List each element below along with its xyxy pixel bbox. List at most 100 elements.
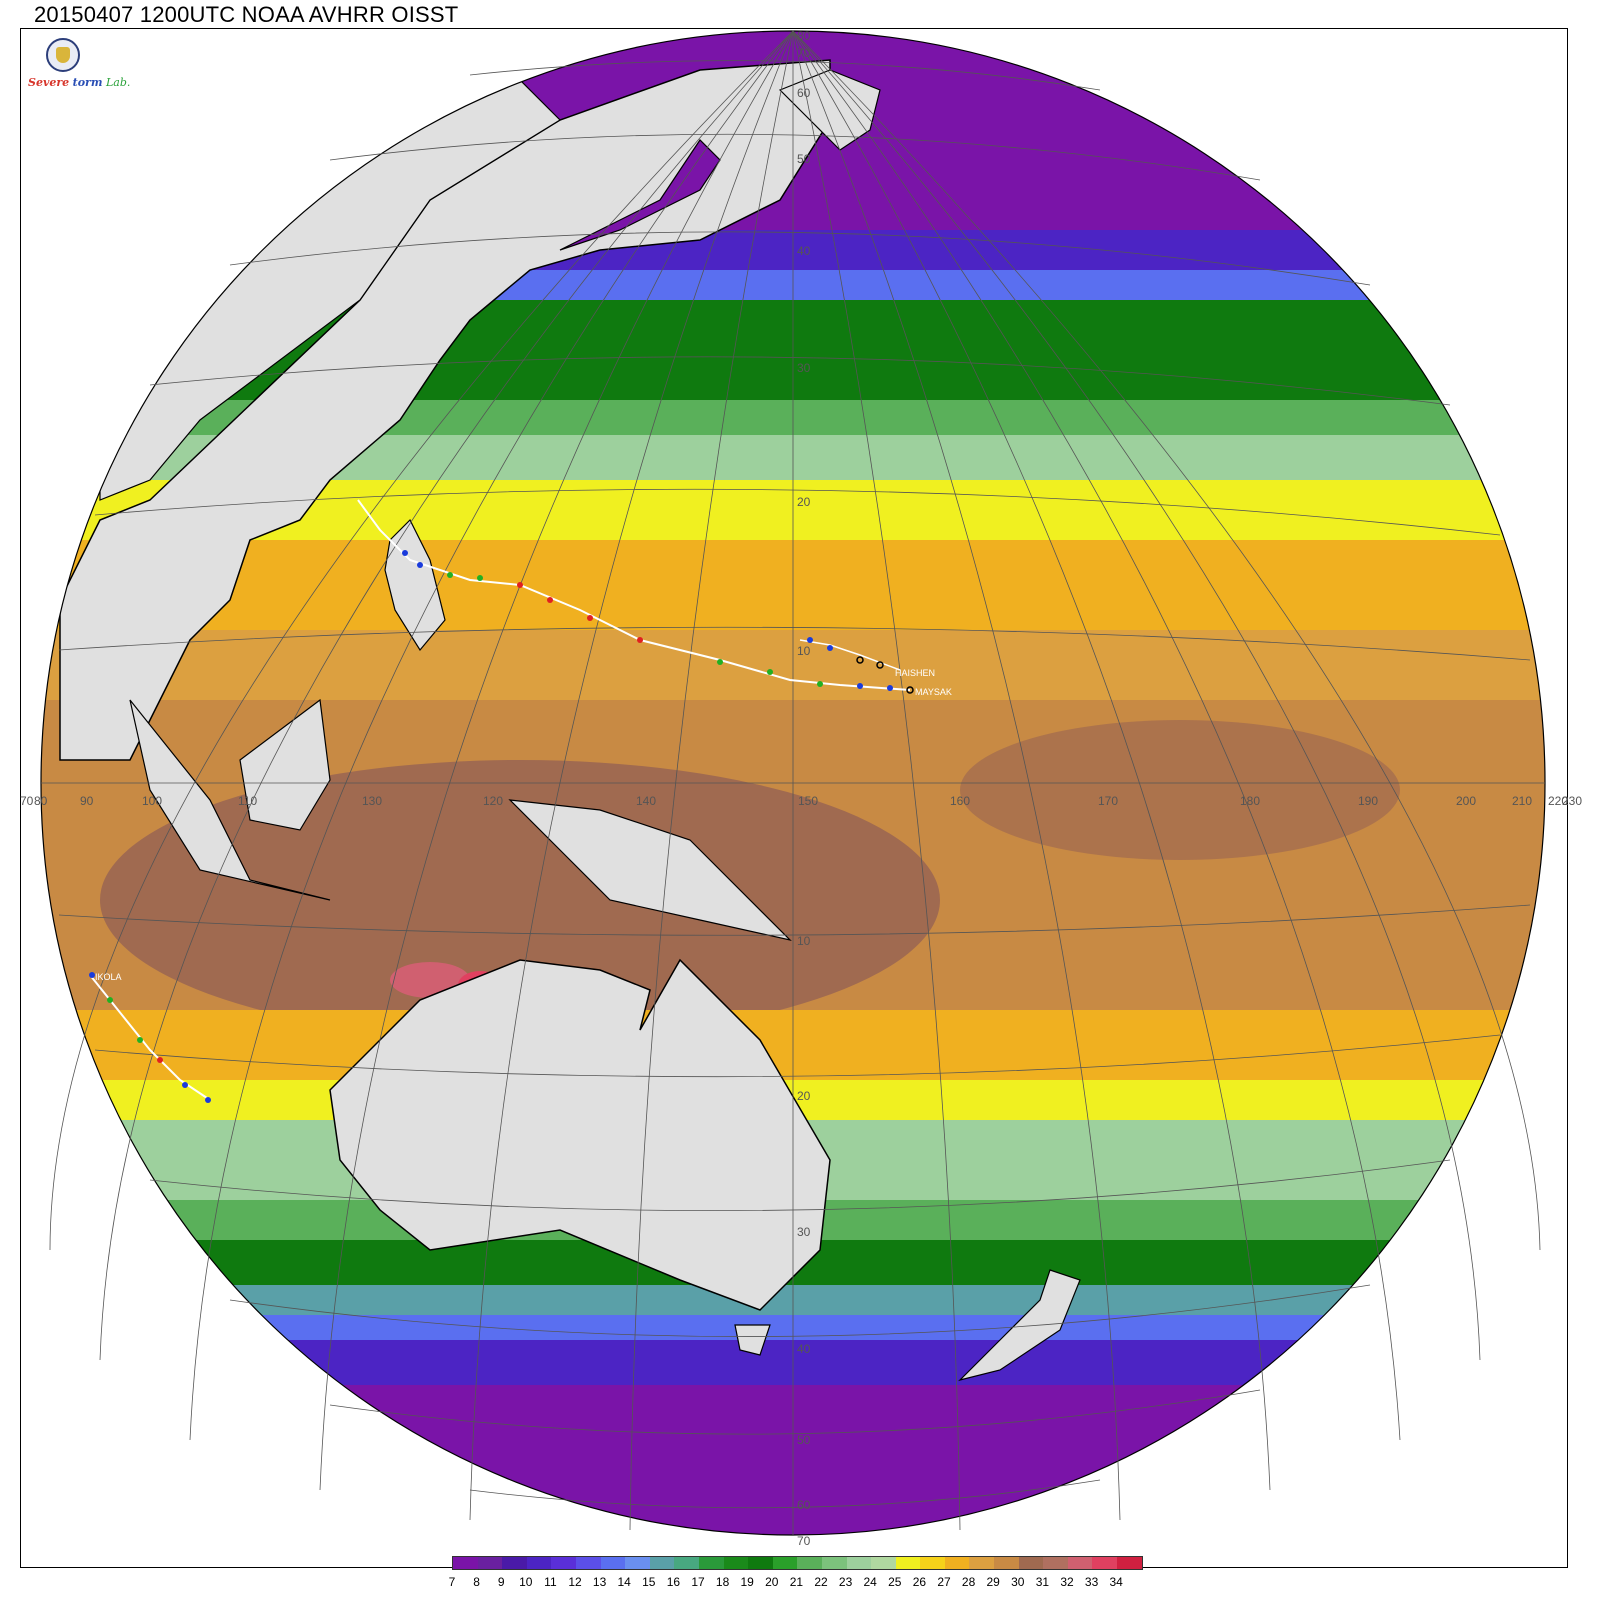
track-point: [807, 637, 813, 643]
parallel-40s: [229, 1284, 1371, 1337]
meridian-label: 230: [1562, 794, 1582, 808]
colorbar-tick-label: 9: [497, 1575, 505, 1589]
meridian-90: [49, 30, 794, 1251]
colorbar-tick-label: 22: [814, 1575, 828, 1589]
track-point: [182, 1082, 188, 1088]
track-point: [767, 669, 773, 675]
meridian-140: [629, 30, 794, 1531]
parallel-20s: [94, 1034, 1501, 1078]
meridian-180: [792, 30, 1271, 1491]
colorbar-swatch: [698, 1557, 724, 1569]
meridian-110: [189, 30, 794, 1441]
meridian-170: [792, 30, 1121, 1521]
track-points-maysak: [402, 550, 914, 694]
colorbar-swatch: [969, 1557, 995, 1569]
colorbar-ticks: 7 8 9 10 11 12 13 14 15 16 17 18 19 20 21 22 23 24 25 26 27 2…: [440, 1575, 1140, 1591]
storm-label-haishen: HAISHEN: [895, 668, 935, 678]
colorbar-swatch: [895, 1557, 921, 1569]
land-new-guinea: [508, 799, 792, 942]
colorbar-tick-label: 24: [863, 1575, 877, 1589]
track-point: [417, 562, 423, 568]
track-point: [856, 656, 864, 664]
meridian-label: 140: [636, 794, 656, 808]
colorbar-swatch: [821, 1557, 847, 1569]
colorbar-tick-label: 7: [448, 1575, 456, 1589]
meridian-100: [99, 30, 794, 1361]
parallel-label: 30: [797, 361, 811, 375]
sst-warm-patch: [960, 720, 1400, 860]
track-point: [887, 685, 893, 691]
track-point: [205, 1097, 211, 1103]
storm-label-maysak: MAYSAK: [915, 687, 952, 697]
parallel-20n: [94, 488, 1501, 536]
colorbar-tick-label: 27: [937, 1575, 951, 1589]
parallel-10s: [58, 904, 1531, 936]
parallel-30n: [149, 356, 1451, 406]
parallel-60n: [469, 60, 1101, 91]
track-point: [137, 1037, 143, 1043]
track-point: [477, 575, 483, 581]
land-australia: [329, 958, 831, 1311]
parallel-label: 50: [797, 152, 811, 166]
colorbar-tick-label: 21: [789, 1575, 804, 1589]
colorbar-tick-label: 19: [740, 1575, 754, 1589]
colorbar-tick-label: 11: [544, 1575, 557, 1589]
parallel-label: 40: [797, 244, 811, 258]
meridian-190: [792, 30, 1401, 1441]
colorbar-swatch: [772, 1557, 798, 1569]
meridian-label: 180: [1240, 794, 1260, 808]
track-point: [827, 645, 833, 651]
parallel-40n: [229, 231, 1371, 286]
colorbar-swatch: [797, 1557, 822, 1569]
sst-band-n9: [41, 630, 1545, 710]
meridian-label: 210: [1512, 794, 1532, 808]
severe-storm-lab-logo: Severe torm Lab.: [28, 38, 130, 98]
sst-warm-pool: [100, 760, 940, 1040]
track-maysak: [357, 499, 911, 691]
parallel-labels: 10 20 30 40 50 60 70 80 10 20 30 40 50 6…: [797, 29, 811, 1548]
colorbar-swatch: [526, 1557, 552, 1569]
parallel-label: 80: [797, 29, 811, 43]
colorbar-swatch: [649, 1557, 675, 1569]
meridian-label: 80: [34, 794, 48, 808]
meridian-label: 100: [142, 794, 162, 808]
colorbar-tick-label: 33: [1084, 1575, 1099, 1589]
parallel-60s: [469, 1479, 1101, 1509]
track-points-ikola: [89, 972, 211, 1103]
colorbar-swatch: [674, 1557, 699, 1569]
colorbar-swatch: [1117, 1557, 1142, 1569]
parallel-50s: [329, 1389, 1261, 1435]
parallel-label: 60: [797, 1498, 811, 1512]
track-point: [517, 582, 523, 588]
colorbar-swatch: [600, 1557, 626, 1569]
parallel-label: 20: [797, 495, 811, 509]
parallel-50n: [329, 133, 1261, 181]
colorbar-tick-label: 29: [986, 1575, 1000, 1589]
parallel-label: 10: [797, 934, 811, 948]
meridian-label: 90: [80, 794, 94, 808]
colorbar-swatch: [871, 1557, 896, 1569]
map-title: 20150407 1200UTC NOAA AVHRR OISST: [34, 2, 459, 27]
colorbar-tick-label: 18: [715, 1575, 730, 1589]
colorbar-tick-label: 25: [888, 1575, 902, 1589]
colorbar-tick-label: 31: [1035, 1575, 1050, 1589]
colorbar-tick-label: 16: [666, 1575, 681, 1589]
parallel-label: 20: [797, 1089, 811, 1103]
track-point: [717, 659, 723, 665]
land-sumatra-java: [129, 699, 331, 901]
colorbar-tick-label: 26: [912, 1575, 927, 1589]
meridian-label: 160: [950, 794, 970, 808]
colorbar-swatch: [920, 1557, 945, 1569]
meridian-label: 70: [20, 794, 34, 808]
meridian-160: [792, 30, 961, 1531]
meridian-210: [792, 30, 1541, 1251]
track-point: [157, 1057, 163, 1063]
parallel-30s: [149, 1159, 1451, 1212]
colorbar-tick-label: 34: [1109, 1575, 1123, 1589]
sst-band-s6: [41, 1285, 1545, 1320]
logo-wordmark: Severe torm Lab.: [28, 76, 131, 89]
colorbar-tick-label: 30: [1011, 1575, 1025, 1589]
parallel-label: 60: [797, 86, 811, 100]
track-point: [817, 681, 823, 687]
track-point: [547, 597, 553, 603]
